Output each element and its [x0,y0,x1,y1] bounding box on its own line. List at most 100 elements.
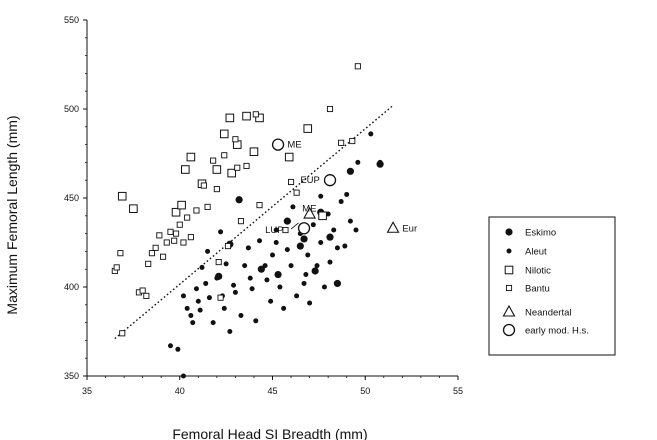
annotation-label: EUP [300,175,320,186]
aleut-point [203,280,209,286]
aleut-point [377,159,383,165]
nilotic-point [129,204,138,213]
aleut-point [223,261,229,267]
annotation-label: ME [287,140,301,151]
early-mod-h-s-point [323,174,337,187]
x-tick-label: 35 [82,386,92,396]
legend-label: Nilotic [525,266,551,277]
aleut-point [218,229,224,235]
aleut-point [245,245,251,251]
x-axis-label: Femoral Head SI Breadth (mm) [172,426,367,440]
aleut-point [281,305,287,311]
bantu-point [139,287,146,294]
annotation-arrow [290,222,299,230]
aleut-point [195,298,201,304]
bantu-point [217,294,224,301]
aleut-point [270,252,275,258]
bantu-point [171,237,178,244]
legend-label: Eskimo [525,228,556,239]
legend-label: early mod. H.s. [525,326,589,337]
aleut-point [305,252,311,258]
aleut-point [273,240,279,245]
aleut-point [227,329,233,334]
aleut-point [232,289,238,295]
aleut-point [264,277,270,283]
aleut-point [247,275,253,281]
aleut-point [321,284,327,290]
aleut-point [284,247,290,253]
aleut-point [353,227,359,233]
aleut-point [342,243,348,249]
aleut-point [314,263,320,269]
aleut-point [190,320,196,326]
bantu-point [215,259,222,266]
nilotic-point [225,113,235,123]
aleut-point [188,312,194,318]
bantu-point [224,243,232,250]
eskimo-point [346,167,355,175]
bantu-point [167,228,174,235]
aleut-point [180,293,186,299]
bantu-point [119,330,126,337]
eskimo-point [311,267,319,275]
y-tick-label: 500 [64,104,79,114]
x-tick-label: 50 [360,386,370,396]
legend-label: Bantu [525,284,550,295]
bantu-point [349,137,356,145]
annotation-label: ME [302,204,316,215]
early-mod-h-s-point [271,138,285,151]
aleut-point [180,373,186,379]
nilotic-point [177,200,186,210]
nilotic-point [318,211,327,221]
legend-marker [504,265,514,275]
bantu-point [187,234,194,241]
bantu-point [237,218,245,225]
bantu-point [326,105,334,113]
nilotic-point [284,152,294,162]
aleut-point [347,218,353,224]
series-nilotic [117,111,327,221]
bantu-point [338,139,345,146]
eskimo-point [283,217,291,225]
eskimo-point [257,265,265,273]
aleut-point [257,238,263,244]
aleut-point [325,211,331,217]
bantu-point [163,239,170,246]
bantu-point [152,244,159,251]
bantu-point [354,63,361,70]
series-neandertal [303,206,400,233]
aleut-point [184,305,190,311]
series-bantu [111,63,361,337]
series-eskimo [215,160,384,288]
aleut-point [303,272,309,278]
aleut-point [273,227,279,233]
bantu-point [172,230,180,237]
bantu-point [252,111,259,118]
nilotic-point [249,147,259,157]
aleut-point [368,131,374,137]
bantu-point [160,253,167,260]
aleut-point [231,282,237,288]
y-tick-label: 400 [64,282,79,292]
aleut-point [205,248,211,254]
nilotic-point [181,165,190,174]
y-tick-label: 550 [64,15,79,25]
bantu-point [221,152,228,159]
bantu-point [184,214,191,221]
aleut-point [242,263,248,269]
nilotic-point [186,152,196,162]
bantu-point [282,226,289,234]
aleut-point [238,312,244,318]
series-aleut [167,131,383,379]
aleut-point [199,264,205,270]
aleut-point [167,343,173,349]
aleut-point [197,307,203,313]
aleut-point [310,222,316,228]
series-early-mod-h-s [271,138,337,235]
neandertal-point [303,206,317,219]
early-mod-h-s-point [297,222,311,235]
aleut-point [327,259,333,265]
aleut-point [318,193,324,199]
legend-marker [505,228,513,236]
